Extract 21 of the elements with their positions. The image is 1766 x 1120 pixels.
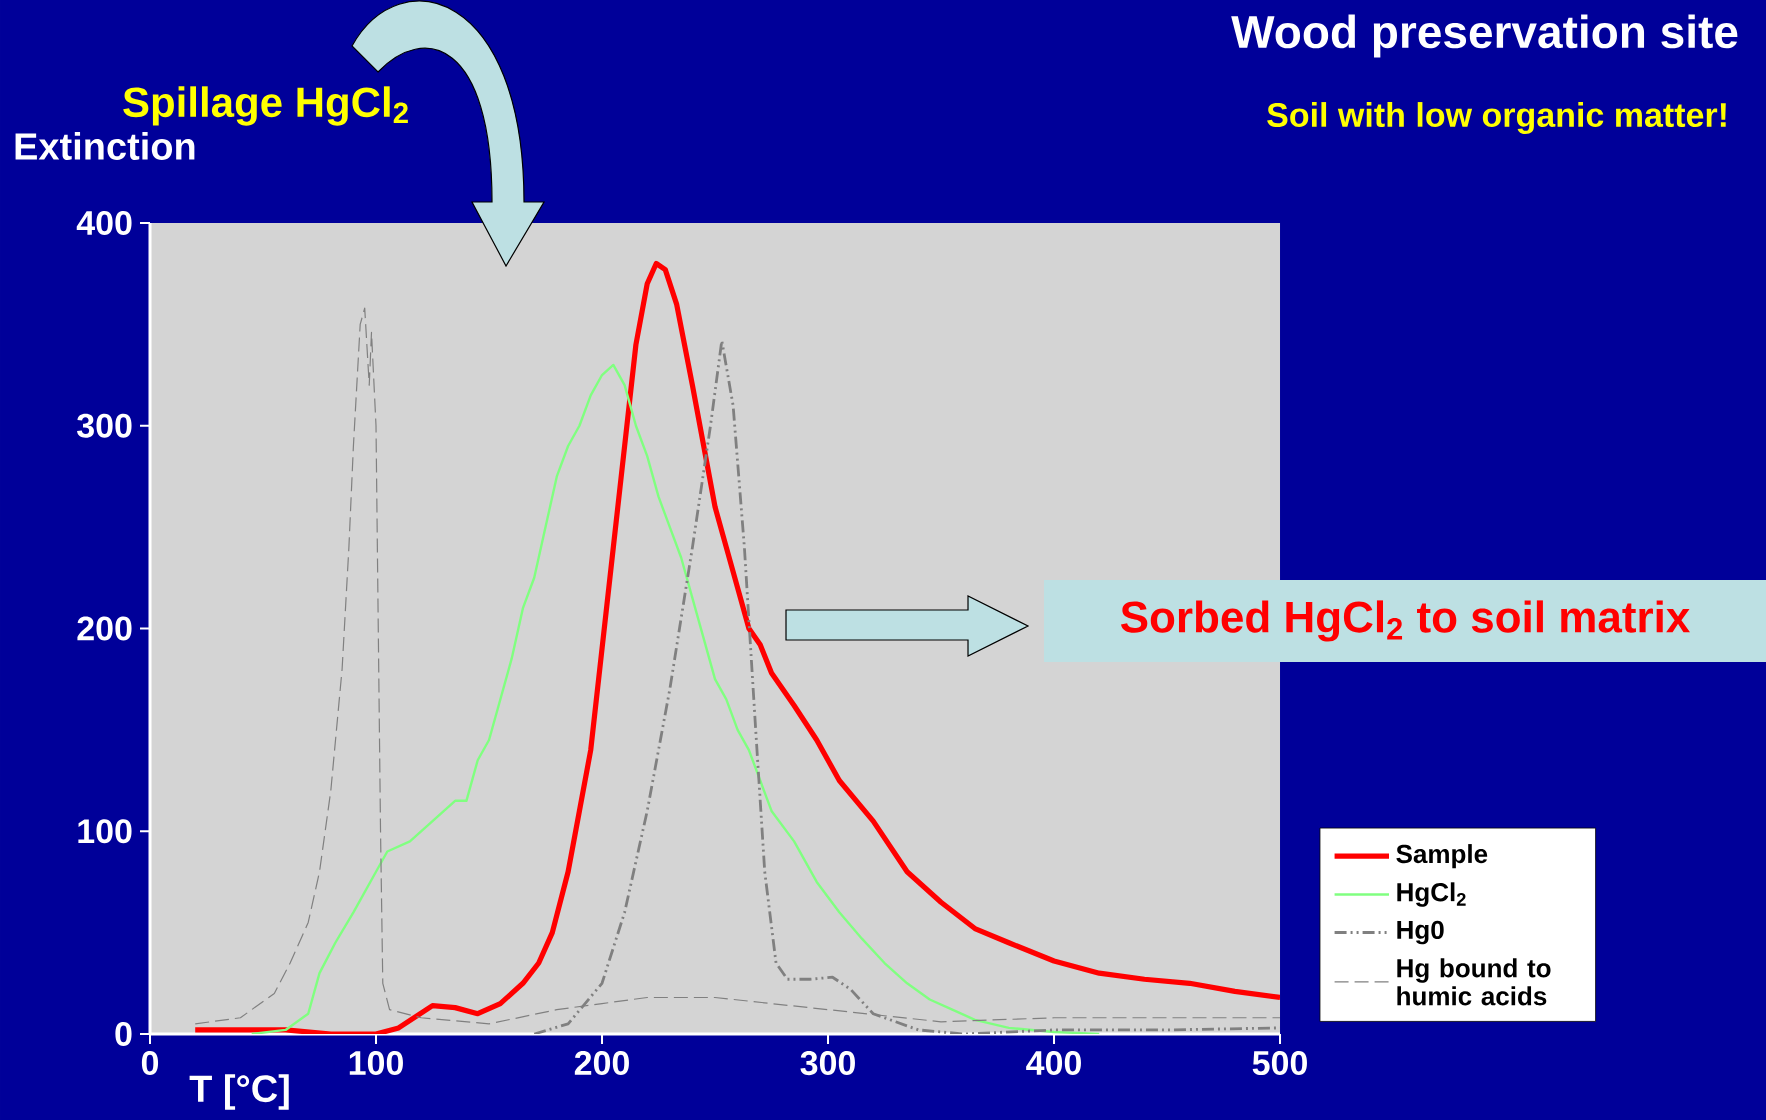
text: Soil with low organic matter! [1267,102,1726,134]
y-tick-label: 200 [77,616,132,641]
x-tick-label: 100 [349,1051,403,1076]
text: Wood preservation site [1231,14,1738,58]
x-tick-label: 500 [1252,1051,1307,1076]
x-tick-label: 0 [141,1051,159,1076]
y-tick-label: 100 [78,819,132,844]
legend-label: Hg0 [1397,920,1444,945]
y-axis-title: Extinction [15,132,195,160]
y-tick-label: 400 [76,210,132,236]
legend-label: HgCl$_{2}$ [1397,882,1466,907]
y-tick-label: 300 [77,413,132,438]
x-tick-label: 400 [1026,1051,1081,1076]
legend-label: Sample [1396,844,1488,869]
annotation: Sorbed HgCl$_{2}$ to soil matrix [1120,600,1690,642]
x-tick-label: 200 [574,1051,629,1076]
y-tick-label: 0 [115,1021,132,1047]
text: Spillage HgCl$_{2}$ [123,86,408,126]
x-axis-title: T [°C] [189,1074,289,1110]
legend-label: Hg bound to humic acids [1397,958,1551,1006]
x-tick-label: 300 [800,1051,855,1076]
